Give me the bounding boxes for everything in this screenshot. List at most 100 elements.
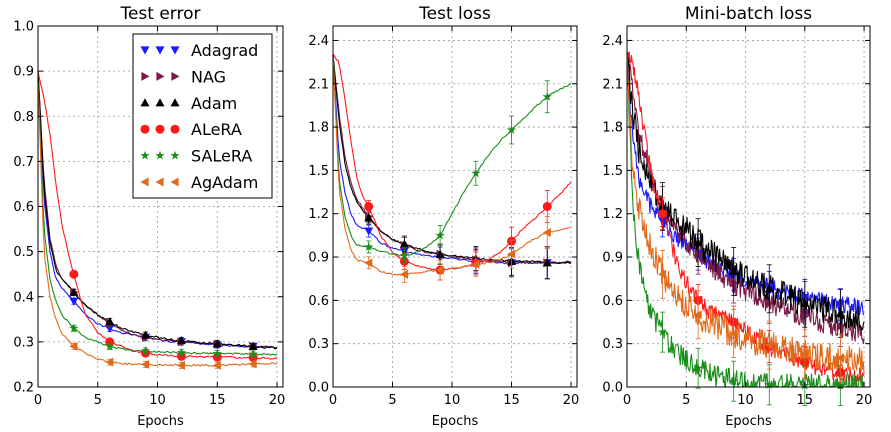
data-point-agadam — [364, 258, 373, 268]
series-line-adam — [332, 55, 572, 264]
data-point-salera — [435, 230, 445, 240]
x-tick-label: 15 — [209, 393, 226, 408]
ticks: 0 5 10 15 20 0.0 0.3 0.6 0.9 1.2 1.5 1.8 2.1 2.4 — [308, 26, 579, 408]
data-point-salera — [176, 347, 187, 357]
data-point-adam — [176, 336, 186, 345]
y-tick-label: 2.4 — [602, 34, 623, 49]
data-point-agadam — [141, 359, 150, 369]
x-tick-label: 10 — [149, 393, 166, 408]
legend-box — [132, 33, 273, 199]
data-point-salera — [104, 341, 115, 351]
data-point-adam — [835, 308, 845, 317]
data-point-agadam — [835, 353, 844, 363]
y-tick-label: 0.3 — [308, 337, 329, 352]
series-line-agadam — [37, 80, 278, 367]
series-line-alera — [626, 51, 865, 385]
y-tick-label: 1.8 — [602, 121, 623, 136]
legend-marker — [141, 71, 150, 81]
y-tick-label: 1.5 — [308, 164, 329, 179]
data-point-agadam — [542, 227, 551, 237]
data-point-adam — [212, 339, 222, 348]
x-tick-label: 5 — [94, 393, 102, 408]
legend-marker — [140, 98, 150, 107]
legend-label: Adam — [191, 94, 237, 113]
data-point-agadam — [471, 259, 480, 269]
data-point-agadam — [764, 340, 773, 350]
x-axis-label: Epochs — [432, 414, 479, 429]
data-point-alera — [364, 202, 374, 211]
data-point-nag — [730, 278, 739, 288]
legend-marker — [140, 177, 149, 187]
panel-2: 0 5 10 15 20 0.0 0.3 0.6 0.9 1.2 1.5 1.8 2.1 2.4 Test … — [308, 4, 579, 429]
legend-label: NAG — [191, 67, 226, 86]
legend-item-adagrad: Adagrad — [140, 41, 258, 60]
data-point-nag — [836, 321, 845, 331]
x-tick-label: 10 — [444, 393, 461, 408]
data-point-agadam — [105, 357, 114, 367]
data-point-agadam — [248, 359, 257, 369]
markers-group — [657, 182, 846, 406]
legend-item-salera: SALeRA — [140, 147, 252, 166]
legend-marker — [170, 98, 180, 107]
legend-item-nag: NAG — [141, 67, 226, 86]
data-point-salera — [764, 379, 774, 389]
chart-title: Mini-batch loss — [685, 4, 812, 24]
legend-marker — [170, 150, 180, 160]
data-point-agadam — [693, 310, 702, 320]
data-point-agadam — [435, 265, 444, 275]
markers-group — [69, 269, 258, 370]
x-tick-label: 20 — [856, 393, 873, 408]
data-point-salera — [728, 376, 739, 386]
series-line-adam — [37, 71, 278, 350]
x-tick-label: 20 — [269, 393, 286, 408]
y-tick-label: 0.3 — [13, 335, 34, 350]
legend-marker — [155, 98, 165, 107]
data-point-salera — [140, 345, 151, 355]
y-tick-label: 1.2 — [308, 207, 329, 222]
data-point-alera — [542, 202, 552, 211]
data-point-adam — [399, 239, 409, 248]
data-point-adam — [542, 258, 552, 267]
y-tick-label: 0.9 — [602, 251, 623, 266]
series-line-agadam — [332, 55, 572, 276]
legend-marker — [156, 71, 165, 81]
data-point-agadam — [399, 269, 409, 279]
data-point-adam — [141, 330, 151, 339]
y-tick-label: 2.1 — [308, 77, 329, 92]
y-tick-label: 0.0 — [602, 381, 623, 396]
y-tick-label: 0.5 — [13, 245, 34, 260]
y-tick-label: 1.2 — [602, 207, 623, 222]
plot-frame — [332, 25, 578, 388]
chart-title: Test error — [119, 4, 200, 24]
panel-3: 0 5 10 15 20 0.0 0.3 0.6 0.9 1.2 1.5 1.8 2.1 2.4 Mini-… — [602, 4, 872, 429]
data-point-agadam — [658, 269, 667, 279]
data-point-agadam — [729, 329, 738, 339]
series-line-alera — [37, 71, 278, 360]
legend-marker — [170, 46, 180, 55]
data-point-adam — [729, 266, 739, 276]
plot-frame — [626, 25, 871, 388]
data-point-nag — [694, 249, 703, 259]
data-point-salera — [471, 168, 481, 178]
data-point-salera — [657, 327, 668, 337]
data-point-adam — [69, 287, 79, 296]
data-point-alera — [248, 353, 258, 363]
legend-marker — [140, 150, 150, 160]
legend-marker — [155, 46, 165, 55]
x-tick-label: 0 — [329, 393, 337, 408]
y-tick-label: 0.7 — [13, 155, 34, 170]
series-line-adam — [626, 55, 865, 331]
data-point-salera — [835, 380, 846, 390]
legend-marker — [140, 46, 150, 55]
data-point-alera — [658, 209, 668, 219]
data-point-salera — [248, 349, 258, 359]
x-tick-label: 5 — [388, 393, 396, 408]
legend-marker — [170, 177, 179, 187]
data-point-adagrad — [364, 227, 374, 236]
x-tick-label: 10 — [737, 393, 754, 408]
y-tick-label: 0.2 — [13, 381, 34, 396]
data-point-salera — [363, 241, 374, 251]
data-point-salera — [542, 91, 552, 101]
x-tick-label: 20 — [563, 393, 580, 408]
